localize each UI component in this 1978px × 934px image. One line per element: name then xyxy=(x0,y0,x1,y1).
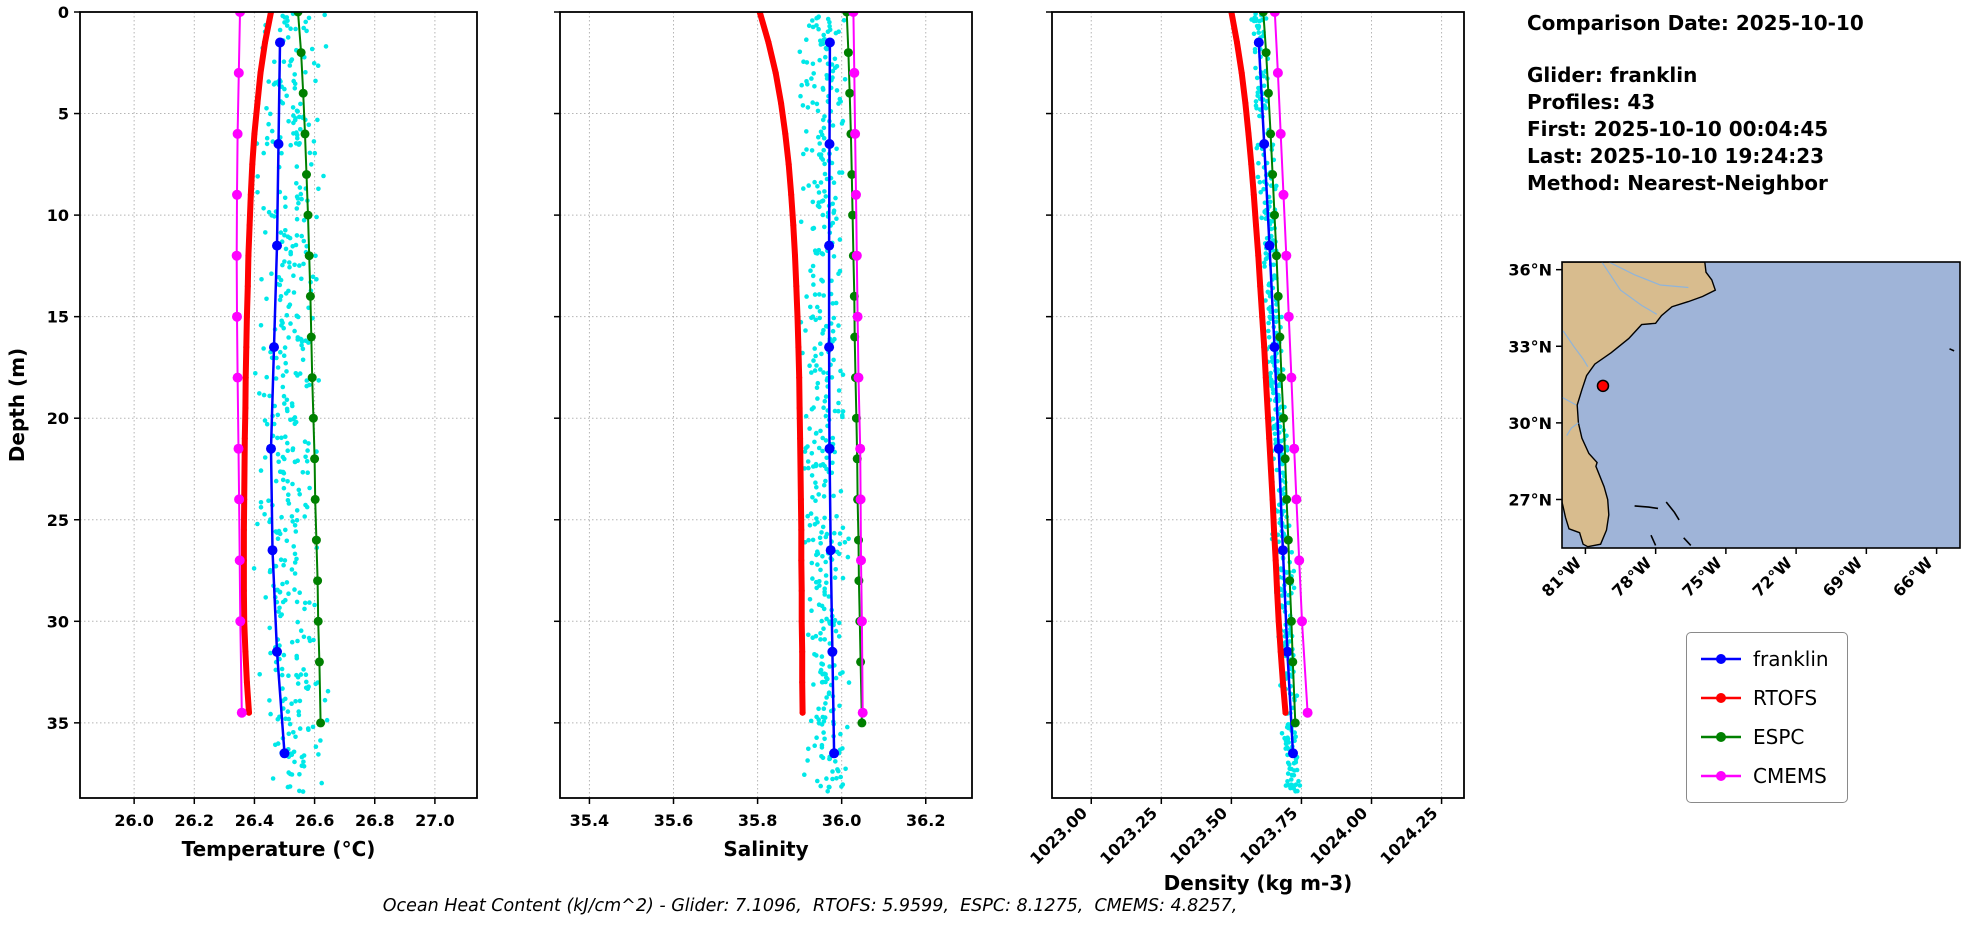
svg-text:81°W: 81°W xyxy=(1538,553,1586,601)
svg-text:25: 25 xyxy=(47,511,69,530)
svg-text:27.0: 27.0 xyxy=(415,811,454,830)
xlabel-density: Density (kg m-3) xyxy=(1164,871,1353,895)
svg-text:1023.50: 1023.50 xyxy=(1166,803,1231,868)
svg-text:35.8: 35.8 xyxy=(738,811,777,830)
last-profile-time: Last: 2025-10-10 19:24:23 xyxy=(1527,144,1825,168)
legend-label: CMEMS xyxy=(1753,764,1827,788)
series-RTOFS-salinity xyxy=(756,12,806,716)
svg-text:1024.25: 1024.25 xyxy=(1376,803,1441,868)
svg-text:0: 0 xyxy=(58,3,69,22)
ylabel-depth: Depth (m) xyxy=(5,348,29,462)
legend-marker-CMEMS xyxy=(1701,771,1741,781)
svg-text:20: 20 xyxy=(47,409,69,428)
series-CMEMS-temperature xyxy=(231,12,247,718)
svg-text:69°W: 69°W xyxy=(1819,553,1867,601)
interpolation-method: Method: Nearest-Neighbor xyxy=(1527,171,1828,195)
grid-temperature xyxy=(80,11,477,798)
series-CMEMS-density xyxy=(1269,12,1313,718)
svg-text:26.4: 26.4 xyxy=(235,811,274,830)
map-river xyxy=(1601,262,1658,315)
legend-item-CMEMS: CMEMS xyxy=(1699,760,1829,792)
legend-label: ESPC xyxy=(1753,725,1805,749)
xlabel-salinity: Salinity xyxy=(723,837,808,861)
first-profile-time: First: 2025-10-10 00:04:45 xyxy=(1527,117,1829,141)
svg-text:26.6: 26.6 xyxy=(295,811,334,830)
svg-text:27°N: 27°N xyxy=(1508,490,1552,509)
map-border xyxy=(1561,261,1961,549)
map-river xyxy=(1562,330,1589,368)
grid-density xyxy=(1052,11,1464,798)
legend: franklin RTOFS ESPC CMEMS xyxy=(1686,632,1848,803)
svg-text:66°W: 66°W xyxy=(1889,553,1937,601)
ticks-salinity: 35.4 35.6 35.8 36.0 36.2 xyxy=(554,11,945,830)
series-RTOFS-density xyxy=(1228,12,1289,716)
svg-text:1023.25: 1023.25 xyxy=(1096,803,1161,868)
location-map: 36°N 33°N 30°N 27°N 81°W 78°W 75°W 72°W 69°W 66°W xyxy=(1508,261,1961,601)
glider-name: Glider: franklin xyxy=(1527,63,1698,87)
map-river xyxy=(1562,396,1577,406)
map-island xyxy=(1949,348,1955,352)
svg-text:26.2: 26.2 xyxy=(175,811,214,830)
svg-text:30: 30 xyxy=(47,612,69,631)
glider-position-marker xyxy=(1596,379,1610,393)
svg-text:1023.75: 1023.75 xyxy=(1236,803,1301,868)
legend-item-ESPC: ESPC xyxy=(1699,721,1829,753)
svg-text:36.2: 36.2 xyxy=(906,811,945,830)
svg-text:36°N: 36°N xyxy=(1508,261,1552,280)
map-island xyxy=(1683,537,1692,546)
data-area-salinity xyxy=(756,12,868,794)
svg-text:26.8: 26.8 xyxy=(355,811,394,830)
svg-text:35.6: 35.6 xyxy=(654,811,693,830)
ocean-heat-content-caption: Ocean Heat Content (kJ/cm^2) - Glider: 7… xyxy=(382,896,1238,916)
map-island xyxy=(1650,534,1657,546)
panel-temperature: 26.0 26.2 26.4 26.6 26.8 27.0 0 5 10 15 20 25 30 35 xyxy=(47,3,478,830)
legend-item-RTOFS: RTOFS xyxy=(1699,682,1829,714)
svg-text:35: 35 xyxy=(47,714,69,733)
legend-marker-RTOFS xyxy=(1701,693,1741,703)
svg-text:33°N: 33°N xyxy=(1508,337,1552,356)
legend-label: franklin xyxy=(1753,647,1829,671)
panel-salinity: 35.4 35.6 35.8 36.0 36.2 xyxy=(554,11,973,830)
series-ESPC-temperature xyxy=(293,12,326,728)
profiles-count: Profiles: 43 xyxy=(1527,90,1656,114)
svg-text:5: 5 xyxy=(58,105,69,124)
comparison-date: Comparison Date: 2025-10-10 xyxy=(1527,11,1864,35)
xlabel-temperature: Temperature (°C) xyxy=(182,837,376,861)
series-franklin-temperature xyxy=(266,37,290,759)
svg-text:72°W: 72°W xyxy=(1749,553,1797,601)
comparison-info: Comparison Date: 2025-10-10 Glider: fran… xyxy=(1527,10,1864,197)
data-area-density xyxy=(1228,12,1313,794)
svg-text:1024.00: 1024.00 xyxy=(1306,803,1371,868)
svg-text:35.4: 35.4 xyxy=(570,811,609,830)
series-ESPC-density xyxy=(1258,12,1300,728)
map-river xyxy=(1608,262,1689,289)
svg-text:75°W: 75°W xyxy=(1678,553,1726,601)
legend-marker-ESPC xyxy=(1701,732,1741,742)
series-franklin-salinity xyxy=(824,37,840,759)
svg-text:1023.00: 1023.00 xyxy=(1026,803,1091,868)
map-river xyxy=(1566,422,1579,436)
svg-text:78°W: 78°W xyxy=(1608,553,1656,601)
legend-marker-franklin xyxy=(1701,654,1741,664)
svg-text:10: 10 xyxy=(47,206,69,225)
panel-density: 1023.00 1023.25 1023.50 1023.75 1024.00 1024.… xyxy=(1026,11,1465,868)
svg-text:30°N: 30°N xyxy=(1508,414,1552,433)
map-island xyxy=(1665,501,1680,521)
legend-label: RTOFS xyxy=(1753,686,1818,710)
map-island xyxy=(1634,505,1659,510)
svg-text:26.0: 26.0 xyxy=(114,811,153,830)
svg-text:36.0: 36.0 xyxy=(822,811,861,830)
ticks-temperature: 26.0 26.2 26.4 26.6 26.8 27.0 0 5 10 15 20 25 30 35 xyxy=(47,3,455,830)
svg-text:15: 15 xyxy=(47,308,69,327)
info-spacer xyxy=(1527,37,1864,62)
series-franklin-density xyxy=(1253,37,1298,759)
series-CMEMS-salinity xyxy=(848,12,868,718)
legend-item-franklin: franklin xyxy=(1699,643,1829,675)
data-area-temperature xyxy=(231,12,331,794)
